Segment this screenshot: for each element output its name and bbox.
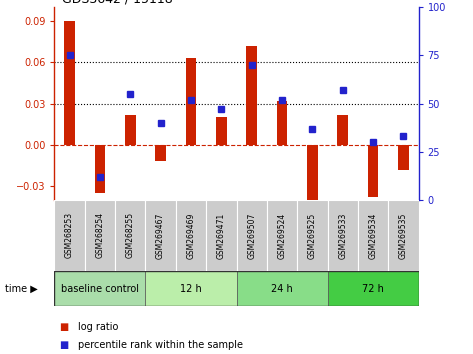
FancyBboxPatch shape bbox=[54, 271, 146, 306]
Text: ■: ■ bbox=[59, 322, 69, 332]
Text: GSM268254: GSM268254 bbox=[96, 212, 105, 258]
FancyBboxPatch shape bbox=[297, 200, 327, 271]
Text: time ▶: time ▶ bbox=[5, 284, 37, 293]
FancyBboxPatch shape bbox=[327, 200, 358, 271]
FancyBboxPatch shape bbox=[358, 200, 388, 271]
FancyBboxPatch shape bbox=[388, 200, 419, 271]
FancyBboxPatch shape bbox=[236, 200, 267, 271]
Text: GSM269533: GSM269533 bbox=[338, 212, 347, 259]
Text: GSM269469: GSM269469 bbox=[186, 212, 195, 259]
Bar bbox=[216, 117, 227, 145]
Text: GSM269467: GSM269467 bbox=[156, 212, 165, 259]
Bar bbox=[95, 145, 105, 193]
Text: GSM268253: GSM268253 bbox=[65, 212, 74, 258]
FancyBboxPatch shape bbox=[176, 200, 206, 271]
Text: GSM269534: GSM269534 bbox=[368, 212, 377, 259]
Bar bbox=[64, 21, 75, 145]
FancyBboxPatch shape bbox=[236, 271, 327, 306]
Text: GSM268255: GSM268255 bbox=[126, 212, 135, 258]
Text: GSM269535: GSM269535 bbox=[399, 212, 408, 259]
FancyBboxPatch shape bbox=[146, 271, 236, 306]
Bar bbox=[337, 115, 348, 145]
Bar bbox=[307, 145, 318, 203]
FancyBboxPatch shape bbox=[85, 200, 115, 271]
Text: 12 h: 12 h bbox=[180, 284, 202, 293]
Text: 24 h: 24 h bbox=[271, 284, 293, 293]
Bar bbox=[277, 101, 287, 145]
Text: 72 h: 72 h bbox=[362, 284, 384, 293]
Text: log ratio: log ratio bbox=[78, 322, 118, 332]
Text: GSM269524: GSM269524 bbox=[278, 212, 287, 258]
FancyBboxPatch shape bbox=[327, 271, 419, 306]
Text: baseline control: baseline control bbox=[61, 284, 139, 293]
FancyBboxPatch shape bbox=[206, 200, 236, 271]
Bar bbox=[155, 145, 166, 161]
Bar bbox=[186, 58, 196, 145]
Text: ■: ■ bbox=[59, 340, 69, 350]
Bar bbox=[368, 145, 378, 197]
FancyBboxPatch shape bbox=[115, 200, 145, 271]
Text: GSM269507: GSM269507 bbox=[247, 212, 256, 259]
Text: GSM269471: GSM269471 bbox=[217, 212, 226, 258]
Text: GSM269525: GSM269525 bbox=[308, 212, 317, 258]
FancyBboxPatch shape bbox=[267, 200, 297, 271]
Text: percentile rank within the sample: percentile rank within the sample bbox=[78, 340, 243, 350]
Text: GDS3642 / 15118: GDS3642 / 15118 bbox=[61, 0, 173, 6]
Bar bbox=[398, 145, 409, 170]
Bar bbox=[246, 46, 257, 145]
FancyBboxPatch shape bbox=[54, 200, 85, 271]
FancyBboxPatch shape bbox=[145, 200, 176, 271]
Bar bbox=[125, 115, 136, 145]
